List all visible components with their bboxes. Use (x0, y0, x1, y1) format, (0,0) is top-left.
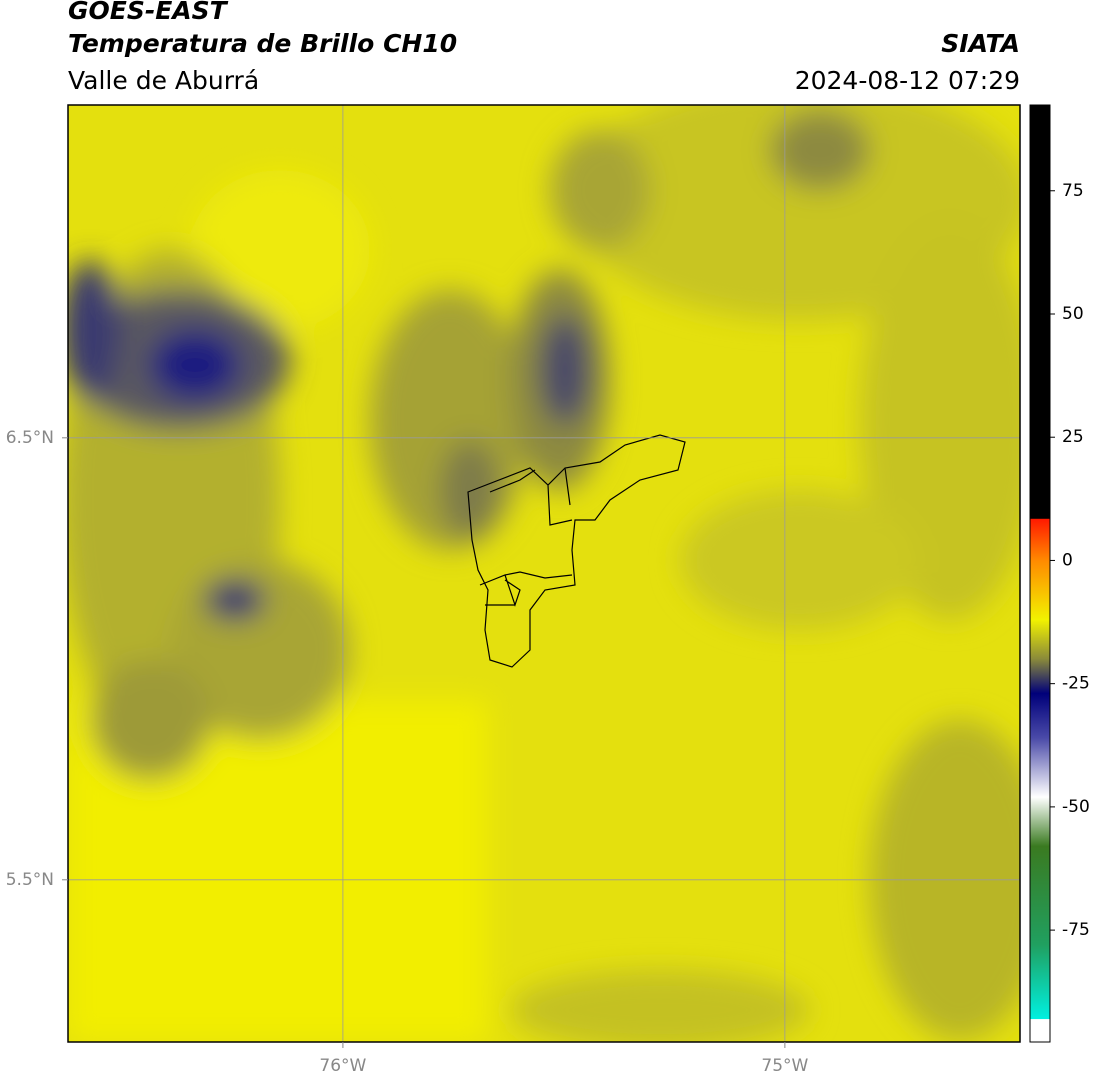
colorbar-tick-label: 0 (1062, 550, 1073, 570)
lat-tick-label: 5.5°N (6, 870, 54, 890)
colorbar-tick-label: 75 (1062, 181, 1084, 201)
map-frame (67, 104, 1021, 1043)
lat-tick-label: 6.5°N (6, 428, 54, 448)
satellite-field (68, 105, 1020, 1042)
colorbar-tick-label: -50 (1062, 797, 1090, 817)
colorbar-tick-label: -75 (1062, 920, 1090, 940)
colorbar-tick-label: 50 (1062, 304, 1084, 324)
title: GOES-EAST (68, 0, 229, 25)
municipal-boundaries (467, 434, 686, 668)
lon-tick-label: 75°W (761, 1056, 808, 1076)
colorbar (1029, 104, 1051, 1043)
region: Valle de Aburrá (68, 66, 259, 95)
colorbar-tick-label: -25 (1062, 674, 1090, 694)
timestamp: 2024-08-12 07:29 (795, 66, 1020, 95)
subtitle: Temperatura de Brillo CH10 (68, 29, 457, 58)
source: SIATA (941, 29, 1020, 58)
graticule (68, 105, 1020, 1042)
lon-tick-label: 76°W (319, 1056, 366, 1076)
colorbar-tick-label: 25 (1062, 427, 1084, 447)
